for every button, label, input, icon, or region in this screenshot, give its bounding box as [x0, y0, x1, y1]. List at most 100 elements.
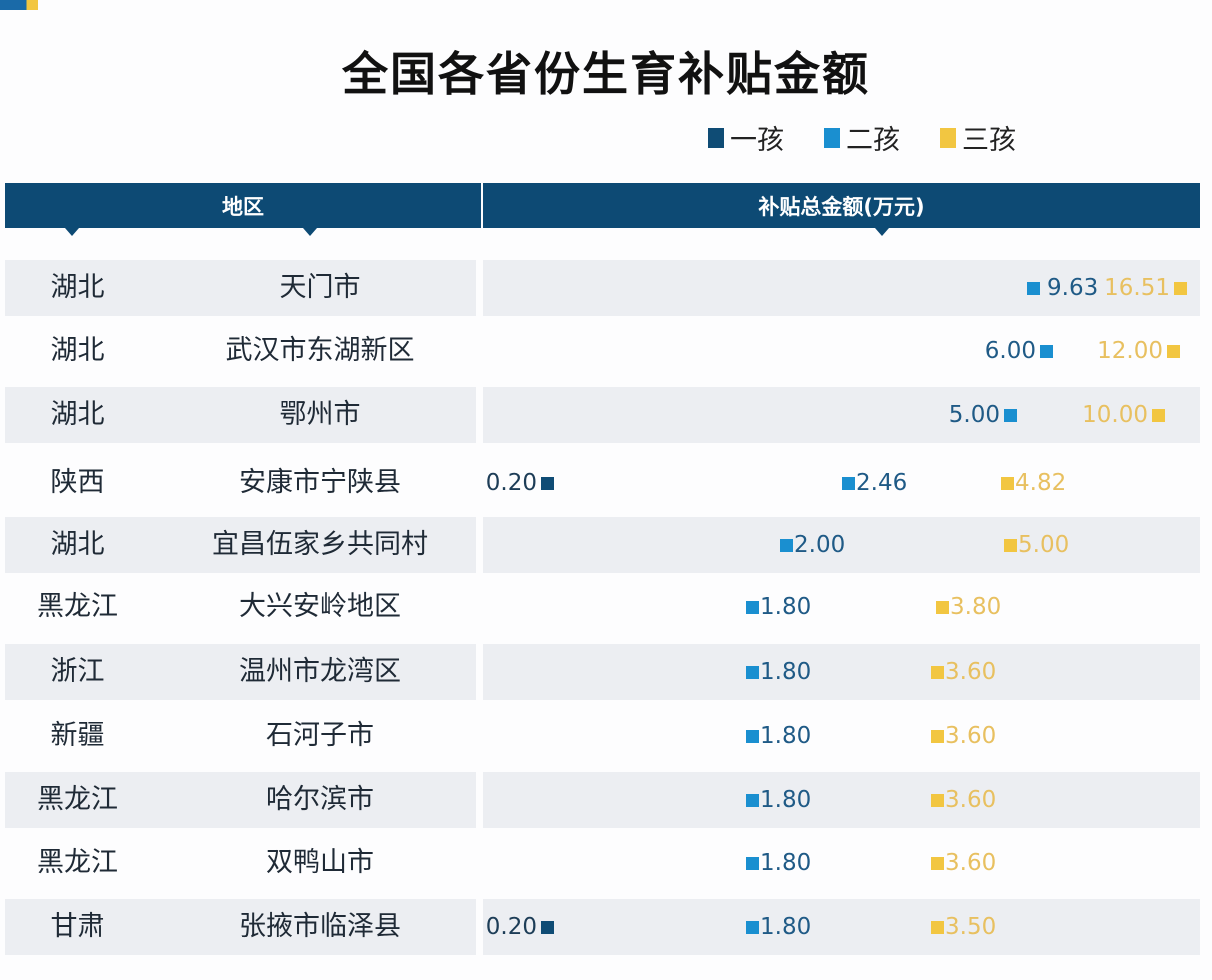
amount-cell	[483, 387, 1200, 443]
table-row: 浙江 温州市龙湾区 1.80 3.60	[0, 644, 1212, 700]
legend-swatch	[940, 127, 956, 148]
legend-item-second-child: 二孩	[824, 118, 900, 157]
amount-cell	[483, 260, 1200, 316]
amount-cell	[483, 899, 1200, 955]
table-row: 湖北 武汉市东湖新区 6.00 12.00	[0, 323, 1212, 379]
third-child-marker	[931, 921, 944, 934]
second-child-value-label: 2.00	[794, 532, 846, 558]
second-child-marker	[746, 601, 759, 614]
legend-label: 一孩	[730, 125, 784, 156]
region-cell: 黑龙江 大兴安岭地区	[5, 579, 476, 635]
province-name: 陕西	[50, 467, 105, 498]
third-child-marker	[1001, 477, 1014, 490]
province-name: 湖北	[50, 272, 105, 303]
region-cell: 甘肃 张掖市临泽县	[5, 899, 476, 955]
second-child-value-label: 2.46	[856, 470, 908, 496]
third-child-value-label: 16.51	[1104, 275, 1170, 301]
second-child-marker	[746, 730, 759, 743]
table-row: 新疆 石河子市 1.80 3.60	[0, 708, 1212, 764]
header-region: 地区	[5, 183, 481, 228]
second-child-marker	[746, 921, 759, 934]
region-name: 天门市	[279, 272, 361, 303]
third-child-value-label: 3.80	[950, 594, 1002, 620]
region-name: 张掖市临泽县	[239, 911, 401, 942]
chart-title: 全国各省份生育补贴金额	[342, 47, 870, 101]
header-notch	[875, 228, 889, 236]
third-child-marker	[1152, 409, 1165, 422]
second-child-value-label: 1.80	[760, 723, 812, 749]
region-cell: 黑龙江 双鸭山市	[5, 835, 476, 891]
second-child-value-label: 9.63	[1047, 275, 1099, 301]
third-child-value-label: 3.60	[945, 659, 997, 685]
amount-cell	[483, 835, 1200, 891]
table-row: 黑龙江 哈尔滨市 1.80 3.60	[0, 772, 1212, 828]
region-cell: 新疆 石河子市	[5, 708, 476, 764]
third-child-marker	[931, 666, 944, 679]
third-child-value-label: 3.50	[945, 914, 997, 940]
second-child-value-label: 1.80	[760, 594, 812, 620]
region-name: 哈尔滨市	[266, 784, 374, 815]
region-name: 安康市宁陕县	[239, 467, 401, 498]
table-row: 湖北 鄂州市 5.00 10.00	[0, 387, 1212, 443]
amount-cell	[483, 517, 1200, 573]
region-name: 宜昌伍家乡共同村	[212, 529, 428, 560]
third-child-marker	[931, 857, 944, 870]
province-name: 浙江	[50, 656, 105, 687]
region-cell: 浙江 温州市龙湾区	[5, 644, 476, 700]
third-child-value-label: 10.00	[1082, 402, 1148, 428]
table-row: 甘肃 张掖市临泽县 0.20 1.80 3.50	[0, 899, 1212, 955]
third-child-marker	[931, 794, 944, 807]
province-name: 湖北	[50, 529, 105, 560]
region-cell: 湖北 武汉市东湖新区	[5, 323, 476, 379]
province-name: 新疆	[50, 720, 105, 751]
third-child-value-label: 4.82	[1015, 470, 1067, 496]
amount-cell	[483, 323, 1200, 379]
first-child-value-label: 0.20	[485, 470, 537, 496]
table-row: 湖北 宜昌伍家乡共同村 2.00 5.00	[0, 517, 1212, 573]
third-child-marker	[1167, 345, 1180, 358]
second-child-marker	[842, 477, 855, 490]
province-name: 湖北	[50, 335, 105, 366]
region-cell: 黑龙江 哈尔滨市	[5, 772, 476, 828]
legend-label: 三孩	[962, 125, 1016, 156]
region-name: 石河子市	[266, 720, 374, 751]
second-child-marker	[746, 794, 759, 807]
third-child-value-label: 5.00	[1018, 532, 1070, 558]
legend-swatch	[708, 127, 724, 148]
corner-decoration	[0, 0, 38, 10]
third-child-marker	[936, 601, 949, 614]
third-child-marker	[1004, 539, 1017, 552]
region-cell: 湖北 鄂州市	[5, 387, 476, 443]
province-name: 黑龙江	[37, 591, 118, 622]
amount-cell	[483, 579, 1200, 635]
region-name: 大兴安岭地区	[239, 591, 401, 622]
province-name: 黑龙江	[37, 784, 118, 815]
province-name: 黑龙江	[37, 847, 118, 878]
region-name: 武汉市东湖新区	[225, 335, 415, 366]
legend-label: 二孩	[846, 125, 900, 156]
table-row: 黑龙江 大兴安岭地区 1.80 3.80	[0, 579, 1212, 635]
table-row: 陕西 安康市宁陕县 0.20 2.46 4.82	[0, 455, 1212, 511]
third-child-marker	[1174, 282, 1187, 295]
legend-item-third-child: 三孩	[940, 118, 1016, 157]
third-child-marker	[931, 730, 944, 743]
region-cell: 湖北 天门市	[5, 260, 476, 316]
legend: 一孩 二孩 三孩	[708, 118, 1016, 157]
second-child-marker	[746, 666, 759, 679]
first-child-value-label: 0.20	[485, 914, 537, 940]
legend-item-first-child: 一孩	[708, 118, 784, 157]
header-notch	[303, 228, 317, 236]
amount-cell	[483, 644, 1200, 700]
second-child-marker	[746, 857, 759, 870]
second-child-marker	[1027, 282, 1040, 295]
second-child-value-label: 1.80	[760, 914, 812, 940]
third-child-value-label: 3.60	[945, 723, 997, 749]
region-cell: 陕西 安康市宁陕县	[5, 455, 476, 511]
second-child-value-label: 1.80	[760, 850, 812, 876]
first-child-marker	[541, 477, 554, 490]
province-name: 甘肃	[50, 911, 105, 942]
table-row: 黑龙江 双鸭山市 1.80 3.60	[0, 835, 1212, 891]
legend-swatch	[824, 127, 840, 148]
third-child-value-label: 12.00	[1097, 338, 1163, 364]
second-child-marker	[1004, 409, 1017, 422]
